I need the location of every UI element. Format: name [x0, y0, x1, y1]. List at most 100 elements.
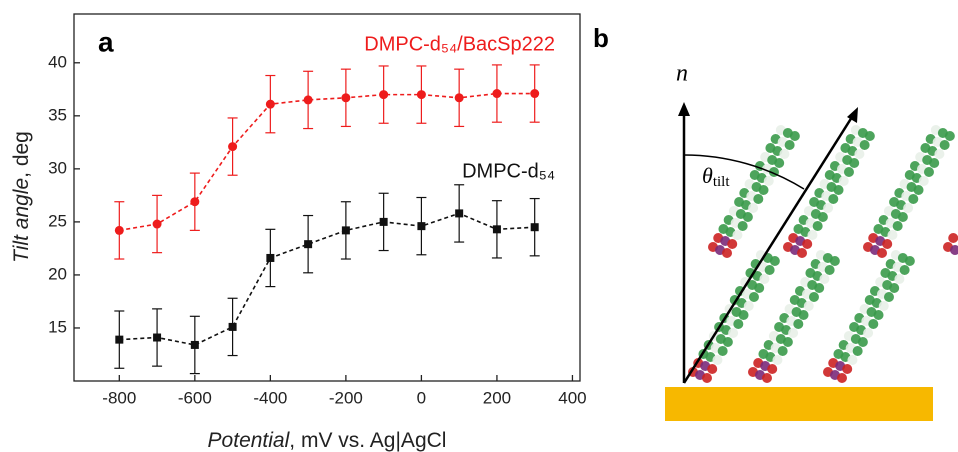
lipid-atom — [788, 328, 799, 338]
data-point — [190, 197, 200, 207]
lipid-atom — [712, 355, 723, 365]
lipid-atom — [824, 265, 835, 275]
data-point — [416, 90, 426, 100]
plot-frame — [73, 13, 581, 382]
lipid-atom — [837, 373, 847, 383]
lipid-atom — [738, 310, 749, 320]
gold-substrate — [665, 387, 933, 421]
data-point — [265, 99, 275, 109]
lipid-atom — [897, 212, 908, 222]
lipid-atom — [944, 131, 955, 141]
x-tick-label: 0 — [417, 388, 426, 407]
lipid-atom — [817, 212, 828, 222]
lipid-atom — [923, 167, 934, 177]
lipid-atom — [934, 149, 945, 159]
lipid-atom — [808, 292, 819, 302]
lipid-atom — [717, 346, 728, 356]
data-point — [152, 219, 162, 229]
lipid-atom — [707, 364, 718, 374]
lipid-atom — [843, 167, 854, 177]
lipid-atom — [754, 283, 765, 293]
y-tick-label: 35 — [48, 105, 67, 124]
lipid-atom — [793, 319, 804, 329]
lipid-layer — [688, 125, 958, 383]
data-point — [115, 335, 124, 344]
lipid-atom — [904, 256, 915, 266]
y-tick-label: 20 — [48, 264, 67, 283]
lipid-atom — [802, 239, 813, 249]
lipid-atom — [948, 233, 958, 243]
lipid-atom — [918, 176, 929, 186]
x-tick-label: -600 — [178, 388, 212, 407]
angle-arc — [683, 154, 805, 190]
lipid-atom — [727, 239, 738, 249]
lipid-atom — [819, 274, 830, 284]
data-point — [379, 90, 389, 100]
lipid-atom — [759, 274, 770, 284]
lipid-atom — [887, 230, 898, 240]
lipid-atom — [764, 265, 775, 275]
lipid-atom — [889, 283, 900, 293]
data-point — [492, 89, 502, 99]
lipid-atom — [864, 131, 875, 141]
lipid-atom — [857, 337, 868, 347]
data-point — [304, 240, 313, 249]
data-point — [114, 225, 124, 235]
lipid-atom — [753, 194, 764, 204]
lipid-atom — [732, 230, 743, 240]
data-point — [228, 142, 238, 152]
y-axis-title: Tilt angle, deg — [10, 131, 33, 263]
lipid-atom — [784, 140, 795, 150]
lipid-atom — [737, 221, 748, 231]
tilt-arrow — [682, 116, 854, 384]
lipid-atom — [823, 203, 834, 213]
data-point — [530, 223, 539, 232]
lipid-atom — [899, 265, 910, 275]
arrow-head — [847, 107, 858, 123]
lipid-atom — [789, 131, 800, 141]
lipid-atom — [859, 140, 870, 150]
arrow-head — [678, 102, 690, 116]
series-line — [119, 212, 535, 346]
lipid-atom — [849, 158, 860, 168]
lipid-atom — [903, 203, 914, 213]
lipid-atom — [767, 364, 778, 374]
lipid-atom — [782, 337, 793, 347]
panel-label: b — [593, 23, 609, 53]
lipid-atom — [797, 248, 807, 258]
y-tick-label: 30 — [48, 158, 67, 177]
lipid-atom — [852, 346, 863, 356]
lipid-atom — [774, 158, 785, 168]
data-point — [379, 217, 388, 226]
data-point — [303, 95, 313, 105]
data-point — [341, 93, 351, 103]
angle-label: θtilt — [702, 163, 730, 190]
lipid-atom — [939, 140, 950, 150]
lipid-atom — [913, 185, 924, 195]
y-axis-title-unit: , deg — [10, 131, 33, 178]
data-point — [266, 253, 275, 262]
data-point — [455, 209, 464, 218]
lipid-atom — [763, 176, 774, 186]
data-point — [454, 93, 464, 103]
lipid-atom — [877, 248, 887, 258]
lipid-atom — [828, 194, 839, 204]
normal-label: n⃗ — [676, 61, 707, 87]
lipid-atom — [883, 292, 894, 302]
lipid-atom — [868, 319, 879, 329]
lipid-atom — [842, 364, 853, 374]
data-point — [228, 322, 237, 331]
data-point — [341, 226, 350, 235]
lipid-atom — [929, 158, 940, 168]
lipid-atom — [748, 203, 759, 213]
lipid-atom — [847, 355, 858, 365]
lipid-atom — [742, 212, 753, 222]
lipid-atom — [743, 301, 754, 311]
lipid-atom — [769, 256, 780, 266]
lipid-atom — [838, 176, 849, 186]
lipid-atom — [863, 328, 874, 338]
y-tick-label: 15 — [48, 317, 67, 336]
y-axis-title-italic: Tilt angle — [10, 178, 33, 263]
x-tick-label: -800 — [102, 388, 136, 407]
lipid-atom — [803, 301, 814, 311]
